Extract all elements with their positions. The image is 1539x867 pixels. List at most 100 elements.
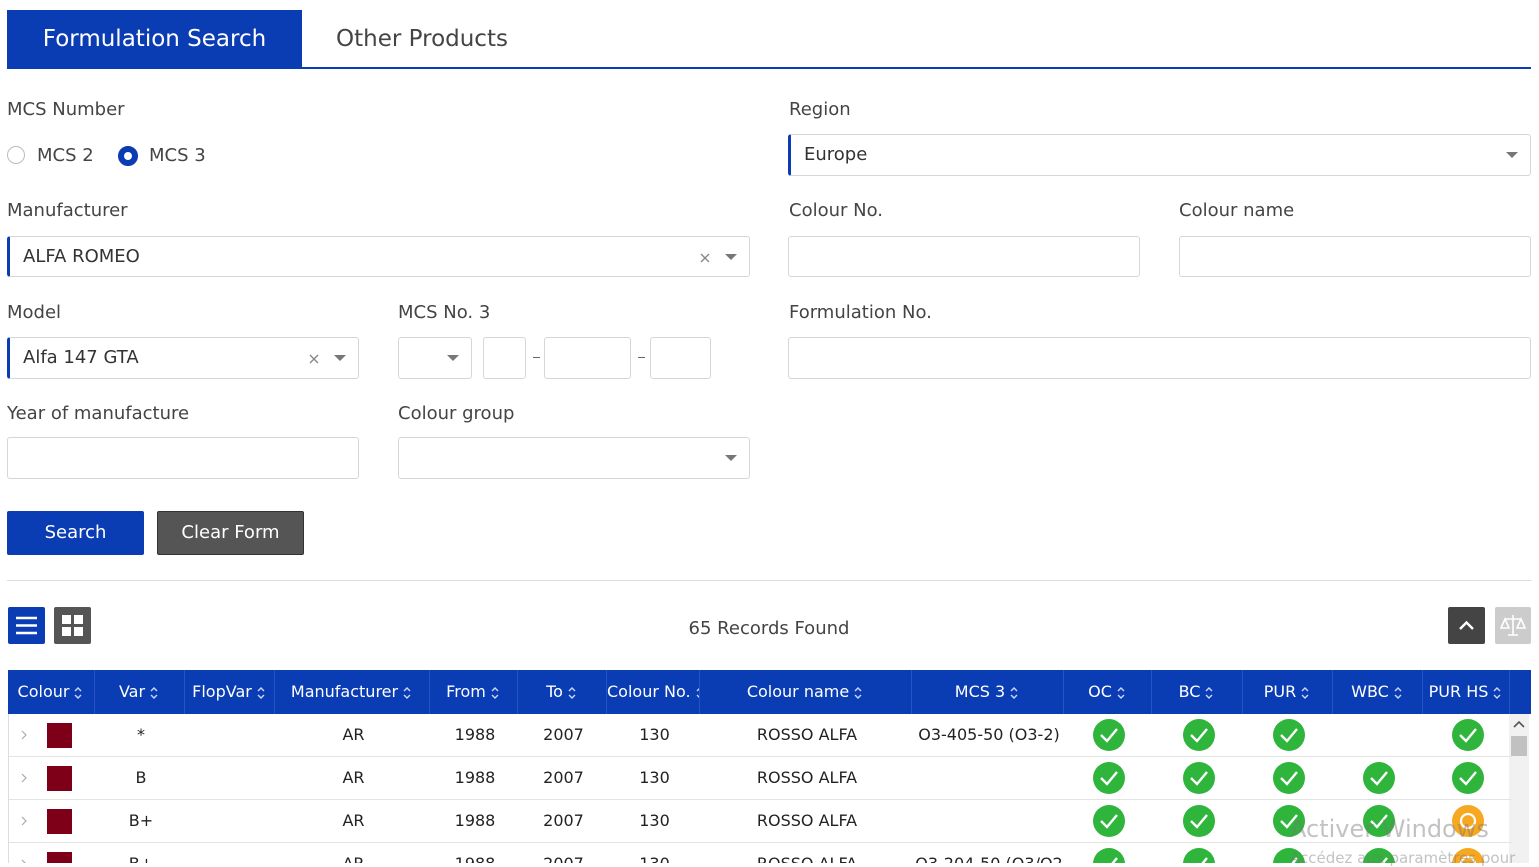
colour-swatch <box>47 766 72 791</box>
divider <box>7 580 1531 581</box>
label: Colour group <box>398 403 515 424</box>
radio[interactable] <box>7 146 25 164</box>
sort-icon[interactable] <box>1203 685 1215 701</box>
scrollbar[interactable] <box>1509 714 1529 863</box>
sort-icon[interactable] <box>148 685 160 701</box>
search-button[interactable]: Search <box>7 511 144 555</box>
column-title: FlopVar <box>192 682 252 701</box>
cell: 130 <box>639 768 670 787</box>
column-title: To <box>546 682 563 701</box>
list-view-button[interactable] <box>8 607 45 644</box>
column-header[interactable]: BC <box>1152 670 1243 714</box>
label: Colour No. <box>789 200 884 221</box>
mcs-part-input[interactable] <box>483 337 526 379</box>
status-check <box>1093 848 1125 863</box>
sort-icon[interactable] <box>489 685 501 701</box>
status-check <box>1273 719 1305 751</box>
table-row[interactable]: B AR 1988 2007 130 ROSSO ALFA <box>9 757 1512 800</box>
clear-button[interactable]: Clear Form <box>157 511 304 555</box>
watermark-title: Activer Windows <box>1290 815 1489 843</box>
column-header[interactable]: MCS 3 <box>912 670 1064 714</box>
cell: 1988 <box>454 768 496 787</box>
sort-icon[interactable] <box>1491 685 1503 701</box>
table-body: * AR 1988 2007 130 ROSSO ALFA O3-405-50 (O3-2)… <box>8 714 1531 863</box>
status-check <box>1363 805 1395 837</box>
expand-icon[interactable] <box>19 772 29 784</box>
table-row[interactable]: * AR 1988 2007 130 ROSSO ALFA O3-405-50 (O3-2) <box>9 714 1512 757</box>
radio-label[interactable]: MCS 3 <box>149 145 206 166</box>
mcs-part-input[interactable] <box>544 337 631 379</box>
sort-icon[interactable] <box>1392 685 1404 701</box>
scroll-up[interactable] <box>1509 714 1529 734</box>
status-check <box>1363 848 1395 863</box>
cell <box>186 757 276 799</box>
grid-view-button[interactable] <box>54 607 91 644</box>
column-header[interactable]: To <box>518 670 607 714</box>
column-header[interactable]: PUR HS <box>1423 670 1510 714</box>
sort-icon[interactable] <box>255 685 267 701</box>
column-header[interactable]: Colour name <box>700 670 912 714</box>
model-select[interactable]: Alfa 147 GTA <box>7 337 359 379</box>
colour-no-input[interactable] <box>788 236 1140 277</box>
column-header[interactable]: WBC <box>1333 670 1423 714</box>
column-header[interactable]: Colour No. <box>607 670 700 714</box>
column-title: Manufacturer <box>290 682 399 701</box>
cell: 2007 <box>519 843 608 863</box>
scroll-thumb[interactable] <box>1511 736 1527 756</box>
sort-icon[interactable] <box>1299 685 1311 701</box>
manufacturer-select[interactable]: ALFA ROMEO <box>7 236 750 277</box>
compare-button[interactable] <box>1495 607 1531 644</box>
colour-name-input[interactable] <box>1179 236 1531 277</box>
column-header[interactable]: Colour <box>8 670 95 714</box>
clear-icon[interactable] <box>308 353 320 365</box>
expand-icon[interactable] <box>19 815 29 827</box>
radio-label[interactable]: MCS 2 <box>37 145 94 166</box>
column-title: WBC <box>1351 682 1389 701</box>
formulation-input[interactable] <box>788 337 1531 379</box>
column-header[interactable]: From <box>430 670 518 714</box>
column-header[interactable]: OC <box>1064 670 1152 714</box>
cell: 130 <box>639 811 670 830</box>
cell: ROSSO ALFA <box>756 811 858 830</box>
expand-icon[interactable] <box>19 858 29 863</box>
cell: AR <box>342 811 365 830</box>
cell: * <box>137 725 145 744</box>
sort-icon[interactable] <box>852 685 864 701</box>
column-header[interactable]: PUR <box>1243 670 1333 714</box>
region-select[interactable]: Europe <box>788 134 1531 176</box>
column-header[interactable]: Manufacturer <box>275 670 430 714</box>
column-title: OC <box>1088 682 1112 701</box>
mcs-prefix-select[interactable] <box>398 337 472 379</box>
collapse-button[interactable] <box>1448 607 1485 644</box>
cell <box>186 800 276 842</box>
colour-swatch <box>47 723 72 748</box>
watermark-text: Accédez aux paramètres pour <box>1290 849 1516 867</box>
column-header[interactable]: FlopVar <box>185 670 275 714</box>
column-header[interactable]: Var <box>95 670 185 714</box>
select-value: Alfa 147 GTA <box>23 347 139 368</box>
status-check <box>1273 848 1305 863</box>
mcs-part-input[interactable] <box>650 337 711 379</box>
label: Region <box>789 99 851 120</box>
label: Formulation No. <box>789 302 932 323</box>
tab[interactable]: Other Products <box>336 26 508 52</box>
column-title: PUR <box>1263 682 1297 701</box>
sort-icon[interactable] <box>1115 685 1127 701</box>
year-input[interactable] <box>7 437 359 479</box>
sort-icon[interactable] <box>566 685 578 701</box>
radio-selected[interactable] <box>118 146 138 166</box>
clear-icon[interactable] <box>699 252 711 264</box>
table-row[interactable]: B+ AR 1988 2007 130 ROSSO ALFA <box>9 800 1512 843</box>
sort-icon[interactable] <box>694 685 700 701</box>
colour-group-select[interactable] <box>398 437 750 479</box>
sort-icon[interactable] <box>401 685 413 701</box>
tab-active[interactable]: Formulation Search <box>7 10 302 68</box>
colour-swatch <box>47 852 72 863</box>
sort-icon[interactable] <box>1008 685 1020 701</box>
expand-icon[interactable] <box>19 729 29 741</box>
cell: 2007 <box>543 768 584 787</box>
sort-icon[interactable] <box>72 685 84 701</box>
column-title: BC <box>1178 682 1201 701</box>
